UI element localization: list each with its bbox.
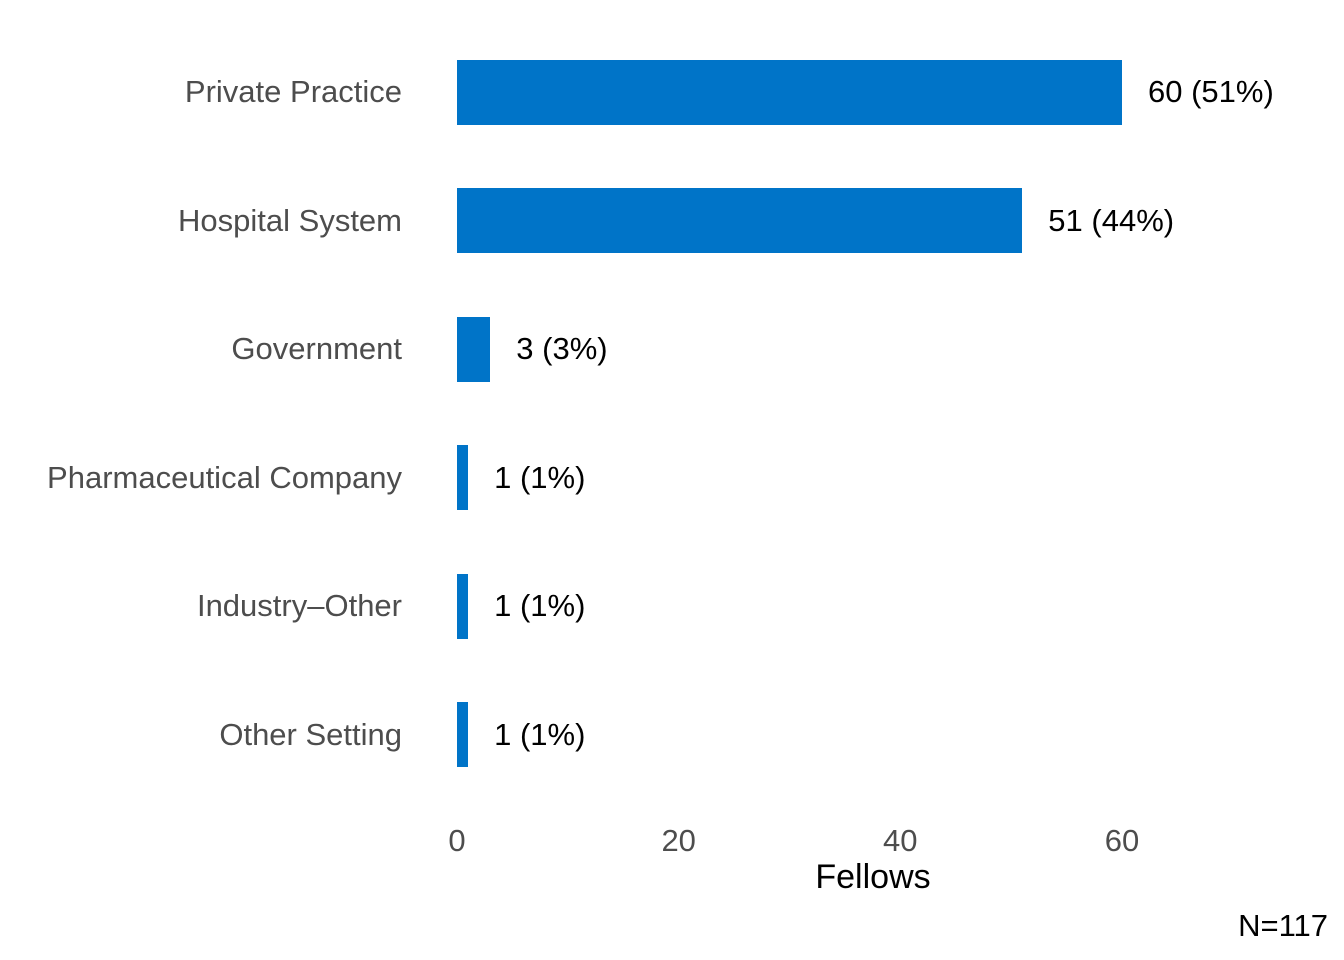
bar [457, 573, 469, 639]
x-axis-ticks: 0 20 40 60 [0, 823, 1344, 865]
value-label: 60 (51%) [1148, 74, 1274, 110]
x-tick-label: 0 [448, 823, 466, 858]
sample-size-note: N=117 [1238, 908, 1328, 943]
bar [457, 316, 491, 382]
value-label: 3 (3%) [516, 331, 608, 367]
category-label: Hospital System [178, 202, 402, 238]
bar [457, 702, 469, 768]
category-label: Other Setting [219, 716, 402, 752]
category-label: Industry–Other [196, 588, 402, 624]
category-label: Government [231, 331, 402, 367]
value-label: 1 (1%) [494, 588, 586, 624]
bar-row: Hospital System 51 (44%) [0, 157, 1344, 286]
bar-row: Other Setting 1 (1%) [0, 671, 1344, 800]
x-tick-label: 20 [661, 823, 696, 858]
bar [457, 445, 469, 511]
category-label: Pharmaceutical Company [47, 459, 402, 495]
bar-row: Private Practice 60 (51%) [0, 28, 1344, 157]
bar-row: Pharmaceutical Company 1 (1%) [0, 414, 1344, 543]
x-tick-label: 40 [883, 823, 918, 858]
bar [457, 59, 1122, 125]
x-tick-label: 60 [1104, 823, 1140, 858]
bar-rows: Private Practice 60 (51%) Hospital System 5… [0, 28, 1344, 799]
value-label: 1 (1%) [494, 459, 586, 495]
bar-row: Government 3 (3%) [0, 285, 1344, 414]
value-label: 51 (44%) [1048, 202, 1175, 238]
bar [457, 188, 1023, 254]
value-label: 1 (1%) [494, 716, 586, 752]
x-axis-title: Fellows [815, 858, 931, 896]
category-label: Private Practice [184, 74, 402, 110]
bar-row: Industry–Other 1 (1%) [0, 542, 1344, 671]
